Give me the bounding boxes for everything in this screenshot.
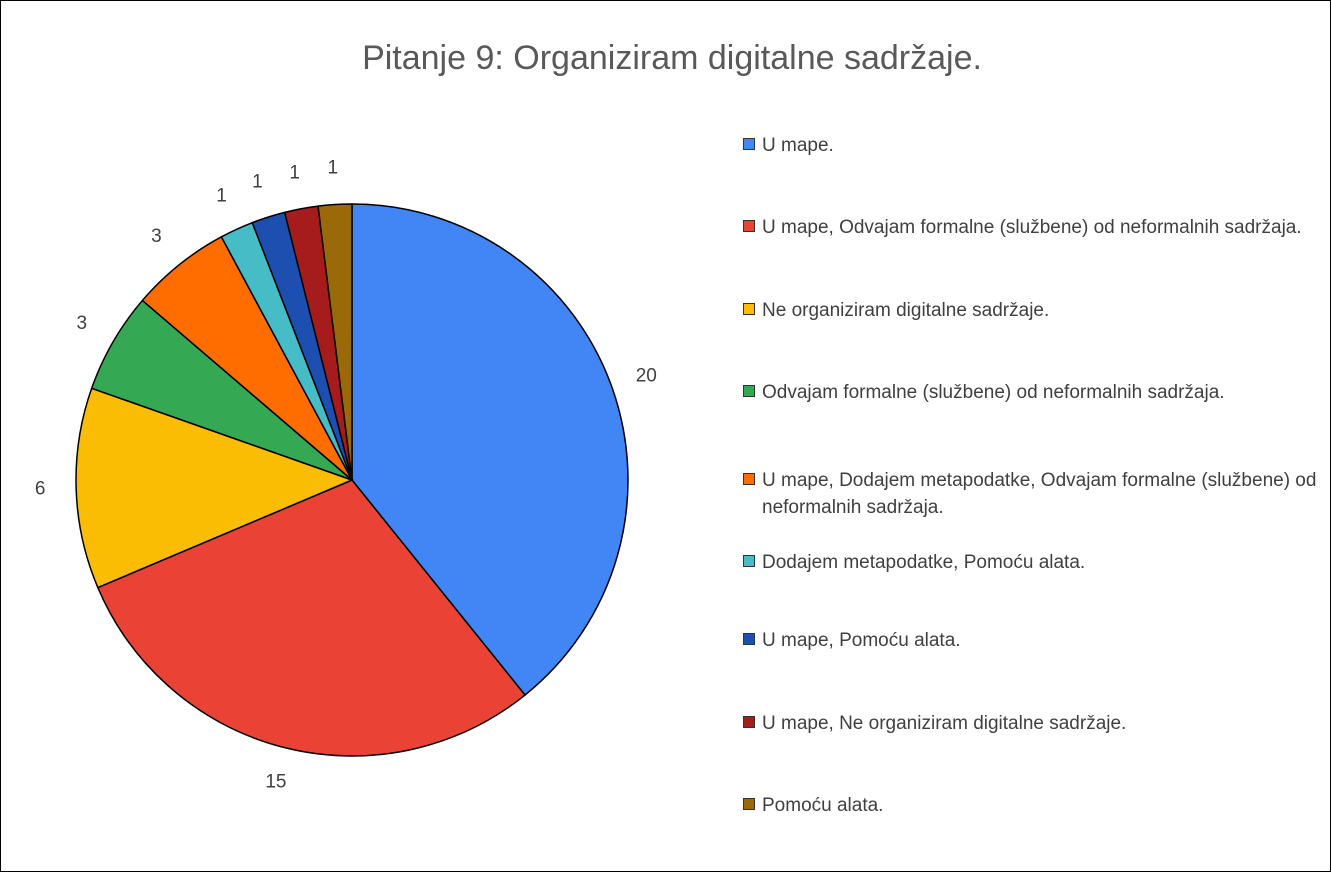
legend-swatch [743, 716, 755, 728]
data-label: 1 [216, 186, 227, 207]
legend-label: Ne organiziram digitalne sadržaje. [762, 300, 1050, 321]
legend-item: Dodajem metapodatke, Pomoću alata. [743, 549, 1331, 576]
legend-swatch [743, 473, 755, 485]
data-label: 3 [151, 226, 162, 247]
legend-item: U mape, Dodajem metapodatke, Odvajam for… [743, 467, 1331, 521]
legend-item: Pomoću alata. [743, 792, 1331, 819]
legend-label: Pomoću alata. [762, 795, 884, 816]
legend-item: Ne organiziram digitalne sadržaje. [743, 297, 1331, 324]
data-label: 15 [265, 772, 286, 793]
data-label: 6 [35, 479, 46, 500]
legend-label: U mape, Odvajam formalne (službene) od n… [762, 217, 1302, 238]
data-label: 1 [252, 172, 263, 193]
legend-label: Dodajem metapodatke, Pomoću alata. [762, 552, 1086, 573]
legend-label: U mape, Dodajem metapodatke, Odvajam for… [762, 470, 1317, 518]
legend-item: U mape, Pomoću alata. [743, 627, 1331, 654]
legend-label: U mape. [762, 135, 834, 156]
legend-item: U mape, Odvajam formalne (službene) od n… [743, 214, 1331, 241]
legend-item: U mape, Ne organiziram digitalne sadržaj… [743, 710, 1331, 737]
pie-slice [317, 203, 353, 481]
legend-swatch [743, 303, 755, 315]
legend-swatch [743, 555, 755, 567]
pie-slice [96, 479, 527, 757]
legend-label: U mape, Pomoću alata. [762, 630, 961, 651]
data-label: 3 [77, 313, 88, 334]
legend-swatch [743, 385, 755, 397]
legend-label: U mape, Ne organiziram digitalne sadržaj… [762, 713, 1127, 734]
pie-slice [75, 387, 355, 589]
chart-title: Pitanje 9: Organiziram digitalne sadržaj… [362, 39, 982, 77]
legend-label: Odvajam formalne (službene) od neformaln… [762, 382, 1225, 403]
data-label: 20 [636, 365, 657, 386]
data-label: 1 [328, 158, 339, 179]
legend-swatch [743, 633, 755, 645]
legend-swatch [743, 220, 755, 232]
pie-slice [351, 203, 629, 697]
legend-item: Odvajam formalne (službene) od neformaln… [743, 379, 1331, 406]
legend-swatch [743, 138, 755, 150]
legend-item: U mape. [743, 132, 1331, 159]
data-label: 1 [289, 162, 300, 183]
legend-swatch [743, 798, 755, 810]
